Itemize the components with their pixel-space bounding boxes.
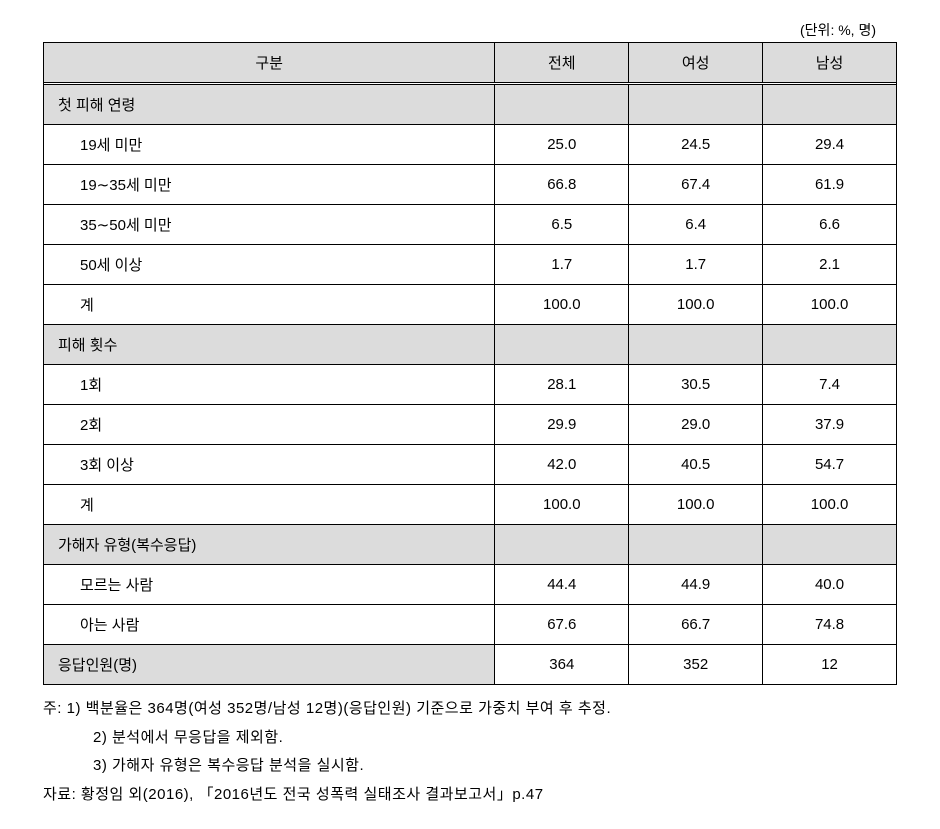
footer-female: 352: [629, 645, 763, 685]
row-label: 19∼35세 미만: [44, 165, 495, 205]
cell-total: 25.0: [495, 125, 629, 165]
cell-male: 40.0: [763, 565, 897, 605]
cell-female: 1.7: [629, 245, 763, 285]
row-label: 50세 이상: [44, 245, 495, 285]
section-title: 피해 횟수: [44, 325, 495, 365]
section-title: 가해자 유형(복수응답): [44, 525, 495, 565]
row-label: 1회: [44, 365, 495, 405]
source: 자료: 황정임 외(2016), 「2016년도 전국 성폭력 실태조사 결과보…: [43, 781, 897, 810]
table-row: 아는 사람 67.6 66.7 74.8: [44, 605, 897, 645]
cell-total: 66.8: [495, 165, 629, 205]
cell-female: 44.9: [629, 565, 763, 605]
cell-total: 67.6: [495, 605, 629, 645]
table-row: 1회 28.1 30.5 7.4: [44, 365, 897, 405]
row-label: 계: [44, 285, 495, 325]
cell-female: 40.5: [629, 445, 763, 485]
row-label: 계: [44, 485, 495, 525]
footer-label: 응답인원(명): [44, 645, 495, 685]
cell-female: 100.0: [629, 285, 763, 325]
section-header: 피해 횟수: [44, 325, 897, 365]
section-header: 첫 피해 연령: [44, 85, 897, 125]
note-3: 3) 가해자 유형은 복수응답 분석을 실시함.: [43, 752, 897, 781]
cell-male: 7.4: [763, 365, 897, 405]
row-label: 2회: [44, 405, 495, 445]
table-row: 50세 이상 1.7 1.7 2.1: [44, 245, 897, 285]
cell-total: 29.9: [495, 405, 629, 445]
cell-male: 100.0: [763, 285, 897, 325]
cell-total: 1.7: [495, 245, 629, 285]
cell-total: 44.4: [495, 565, 629, 605]
cell-male: 54.7: [763, 445, 897, 485]
cell-female: 66.7: [629, 605, 763, 645]
table-row: 35∼50세 미만 6.5 6.4 6.6: [44, 205, 897, 245]
cell-male: 61.9: [763, 165, 897, 205]
footer-total: 364: [495, 645, 629, 685]
header-row: 구분 전체 여성 남성: [44, 43, 897, 83]
footer-row: 응답인원(명) 364 352 12: [44, 645, 897, 685]
header-total: 전체: [495, 43, 629, 83]
cell-total: 100.0: [495, 485, 629, 525]
table-row: 계 100.0 100.0 100.0: [44, 285, 897, 325]
cell-male: 37.9: [763, 405, 897, 445]
header-category: 구분: [44, 43, 495, 83]
cell-total: 100.0: [495, 285, 629, 325]
cell-female: 67.4: [629, 165, 763, 205]
notes-section: 주: 1) 백분율은 364명(여성 352명/남성 12명)(응답인원) 기준…: [43, 695, 897, 809]
section-header: 가해자 유형(복수응답): [44, 525, 897, 565]
row-label: 3회 이상: [44, 445, 495, 485]
cell-male: 74.8: [763, 605, 897, 645]
cell-male: 100.0: [763, 485, 897, 525]
table-row: 모르는 사람 44.4 44.9 40.0: [44, 565, 897, 605]
section-title: 첫 피해 연령: [44, 85, 495, 125]
cell-total: 42.0: [495, 445, 629, 485]
table-row: 2회 29.9 29.0 37.9: [44, 405, 897, 445]
table-row: 19세 미만 25.0 24.5 29.4: [44, 125, 897, 165]
cell-male: 29.4: [763, 125, 897, 165]
cell-total: 6.5: [495, 205, 629, 245]
cell-female: 24.5: [629, 125, 763, 165]
footer-male: 12: [763, 645, 897, 685]
cell-female: 29.0: [629, 405, 763, 445]
table-row: 3회 이상 42.0 40.5 54.7: [44, 445, 897, 485]
cell-total: 28.1: [495, 365, 629, 405]
note-2: 2) 분석에서 무응답을 제외함.: [43, 724, 897, 753]
cell-female: 100.0: [629, 485, 763, 525]
row-label: 모르는 사람: [44, 565, 495, 605]
data-table: 구분 전체 여성 남성 첫 피해 연령 19세 미만 25.0 24.5 29.…: [43, 42, 897, 685]
cell-female: 30.5: [629, 365, 763, 405]
row-label: 아는 사람: [44, 605, 495, 645]
table-row: 19∼35세 미만 66.8 67.4 61.9: [44, 165, 897, 205]
cell-male: 2.1: [763, 245, 897, 285]
table-row: 계 100.0 100.0 100.0: [44, 485, 897, 525]
cell-female: 6.4: [629, 205, 763, 245]
row-label: 19세 미만: [44, 125, 495, 165]
cell-male: 6.6: [763, 205, 897, 245]
header-female: 여성: [629, 43, 763, 83]
unit-label: (단위: %, 명): [20, 20, 920, 40]
header-male: 남성: [763, 43, 897, 83]
table-body: 첫 피해 연령 19세 미만 25.0 24.5 29.4 19∼35세 미만 …: [44, 83, 897, 685]
row-label: 35∼50세 미만: [44, 205, 495, 245]
note-1: 주: 1) 백분율은 364명(여성 352명/남성 12명)(응답인원) 기준…: [43, 695, 897, 724]
